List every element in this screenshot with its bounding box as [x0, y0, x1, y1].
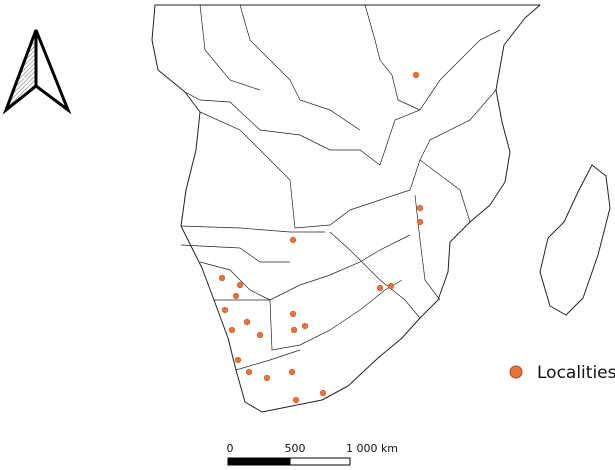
north-arrow — [2, 29, 72, 115]
legend: Localities — [509, 363, 615, 383]
africa-outline — [151, 4, 541, 413]
legend-swatch — [509, 365, 523, 379]
scale-label: 0 — [227, 442, 234, 455]
scale-segment — [289, 457, 351, 466]
scale-label: 500 — [285, 442, 306, 455]
scale-bar: 0 500 1 000 km — [227, 442, 398, 466]
scale-segment — [227, 457, 291, 466]
locality-points — [218, 71, 424, 404]
scale-label: 1 000 km — [346, 442, 398, 455]
country-borders — [180, 4, 501, 371]
legend-label: Localities — [537, 363, 615, 383]
madagascar — [539, 164, 611, 316]
